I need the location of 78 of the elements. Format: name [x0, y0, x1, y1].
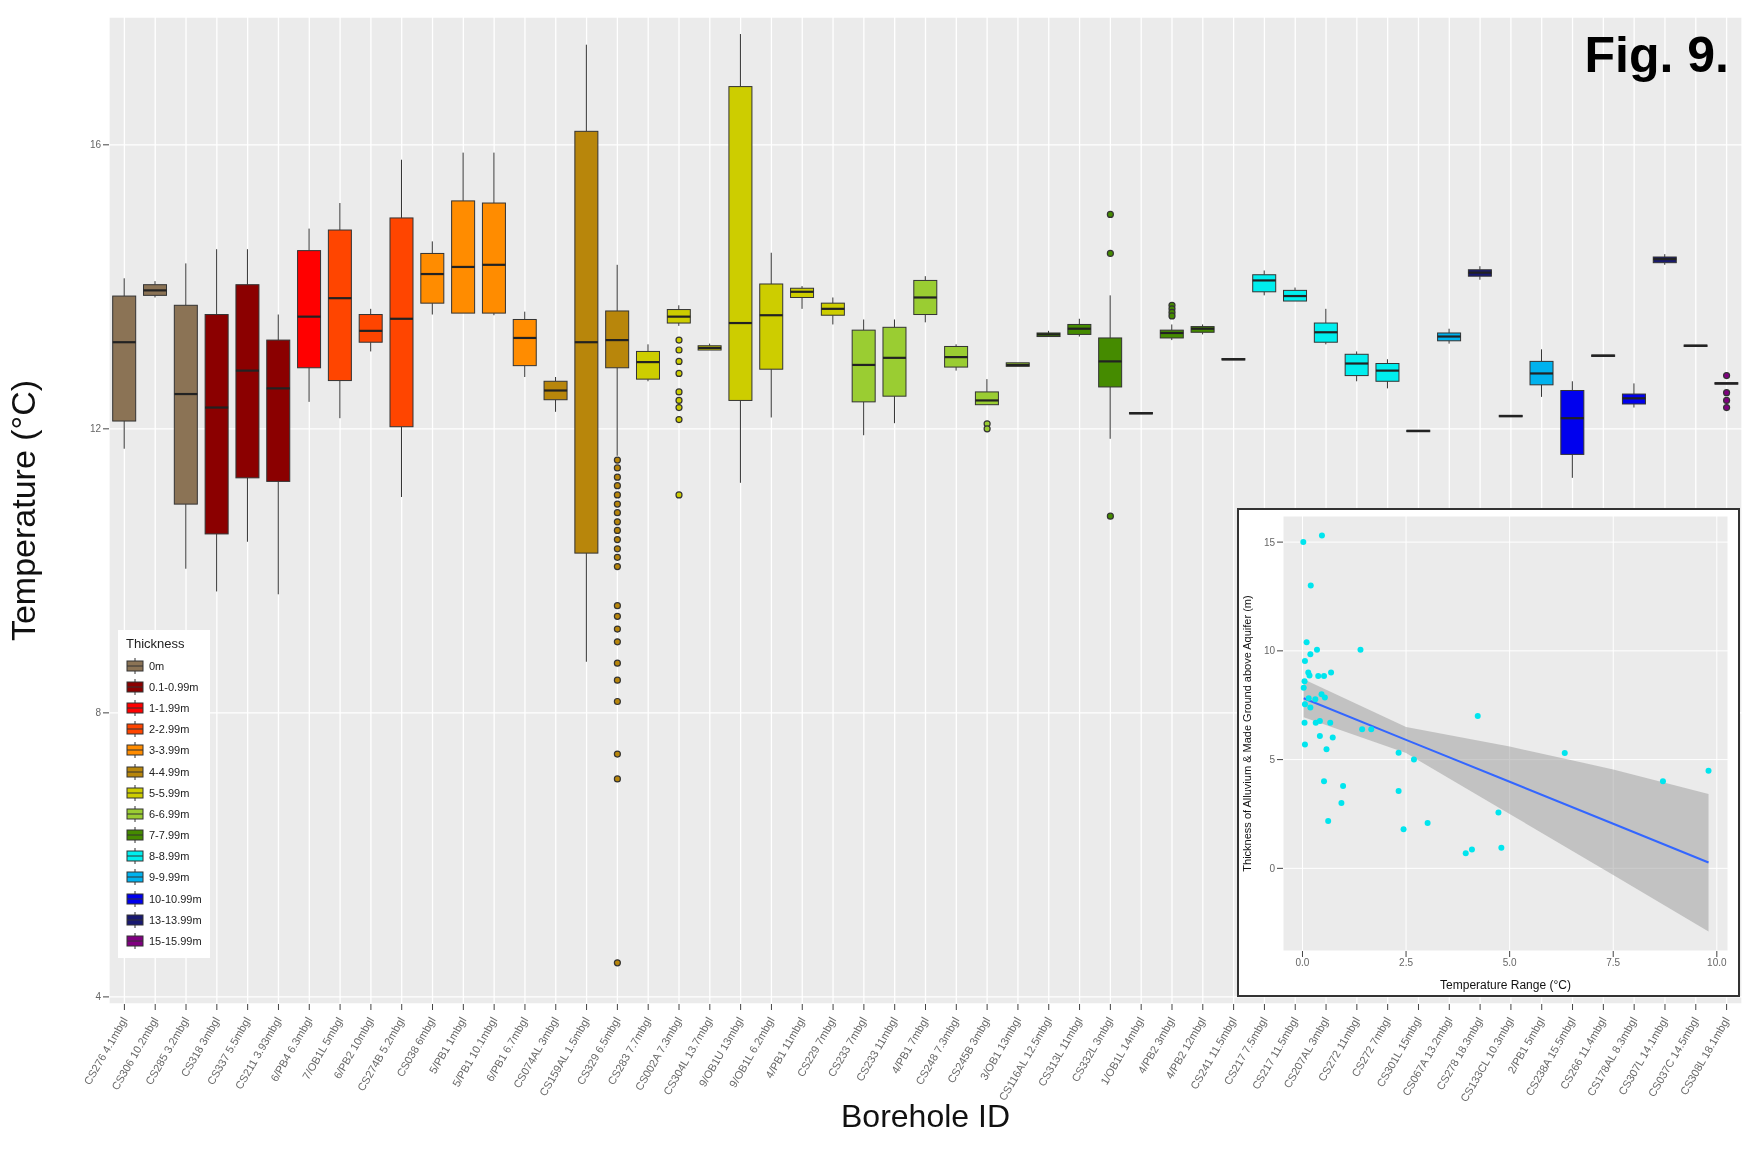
- point: [1301, 701, 1308, 708]
- point: [1424, 819, 1431, 826]
- x-tick-label: 10.0: [1707, 957, 1727, 969]
- legend-label: 15-15.99m: [149, 935, 202, 948]
- y-tick-label: 8: [95, 707, 102, 719]
- point: [1498, 844, 1505, 851]
- annotation: Fig. 9.: [1584, 26, 1729, 84]
- legend-label: 2-2.99m: [149, 723, 190, 736]
- y-tick-label: 10: [1263, 645, 1276, 657]
- y-tick-label: 15: [1263, 536, 1276, 548]
- point: [1300, 539, 1307, 546]
- point: [1301, 741, 1308, 748]
- y-tick-label: 0: [1269, 862, 1276, 874]
- y-tick-label: 5: [1269, 754, 1276, 766]
- point: [1368, 726, 1375, 733]
- legend-label: 0m: [149, 659, 165, 672]
- point: [1705, 767, 1712, 774]
- point: [1340, 782, 1347, 789]
- legend-title: Thickness: [126, 636, 186, 651]
- y-tick-label: 4: [95, 991, 102, 1003]
- x-tick-label: 2.5: [1399, 957, 1414, 969]
- point: [1313, 646, 1320, 653]
- legend-label: 10-10.99m: [149, 892, 202, 905]
- x-tick-label: 0.0: [1295, 957, 1310, 969]
- point: [1307, 704, 1314, 711]
- y-axis-title: Temperature (°C): [4, 379, 43, 642]
- point: [1395, 749, 1402, 756]
- point: [1301, 678, 1308, 685]
- point: [1305, 695, 1312, 702]
- legend-label: 1-1.99m: [149, 701, 190, 714]
- legend-label: 9-9.99m: [149, 871, 190, 884]
- point: [1318, 532, 1325, 539]
- line-series: [1302, 697, 1710, 864]
- point: [1303, 639, 1310, 646]
- point: [1316, 732, 1323, 739]
- point: [1400, 826, 1407, 833]
- point: [1468, 846, 1475, 853]
- legend-label: 4-4.99m: [149, 765, 190, 778]
- point: [1561, 750, 1568, 757]
- point: [1301, 719, 1308, 726]
- point: [1357, 646, 1364, 653]
- point: [1495, 809, 1502, 816]
- point: [1307, 582, 1314, 589]
- point: [1300, 684, 1307, 691]
- point: [1316, 717, 1323, 724]
- point: [1315, 673, 1322, 680]
- legend-label: 0.1-0.99m: [149, 680, 199, 693]
- point: [1474, 712, 1481, 719]
- point: [1462, 850, 1469, 857]
- point: [1312, 696, 1319, 703]
- legend-label: 5-5.99m: [149, 786, 190, 799]
- y-tick-label: 16: [89, 139, 102, 151]
- point: [1395, 787, 1402, 794]
- point: [1359, 726, 1366, 733]
- y-axis-title: Thickness of Alluvium & Made Ground above Aquifer (m): [1240, 595, 1253, 872]
- point: [1327, 719, 1334, 726]
- point: [1318, 691, 1325, 698]
- point: [1321, 673, 1328, 680]
- point: [1329, 734, 1336, 741]
- point: [1321, 694, 1328, 701]
- point: [1328, 669, 1335, 676]
- x-axis-title: Temperature Range (°C): [1440, 978, 1571, 992]
- legend-label: 7-7.99m: [149, 829, 190, 842]
- y-tick-label: 12: [89, 423, 102, 435]
- point: [1659, 778, 1666, 785]
- x-tick-label: 5.0: [1502, 957, 1518, 969]
- point: [1301, 658, 1308, 665]
- point: [1307, 651, 1314, 658]
- legend-label: 13-13.99m: [149, 913, 202, 926]
- point: [1325, 817, 1332, 824]
- point: [1323, 746, 1330, 753]
- legend-label: 6-6.99m: [149, 807, 190, 820]
- legend-label: 8-8.99m: [149, 850, 190, 863]
- x-tick-label: 7.5: [1606, 957, 1621, 969]
- legend-label: 3-3.99m: [149, 744, 190, 757]
- point: [1410, 756, 1417, 763]
- point: [1321, 778, 1328, 785]
- point: [1338, 799, 1345, 806]
